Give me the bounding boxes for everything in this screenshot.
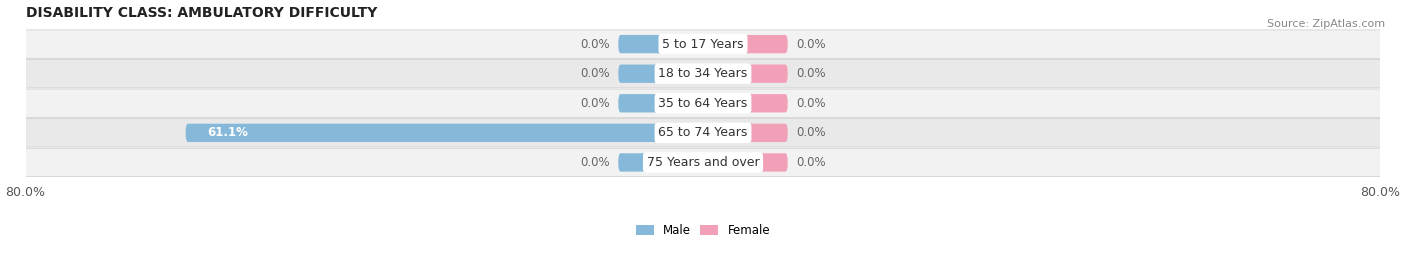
FancyBboxPatch shape [17, 148, 1389, 177]
FancyBboxPatch shape [703, 153, 787, 172]
Text: 0.0%: 0.0% [796, 38, 825, 51]
Text: 65 to 74 Years: 65 to 74 Years [658, 126, 748, 139]
FancyBboxPatch shape [17, 30, 1389, 58]
FancyBboxPatch shape [17, 119, 1389, 147]
FancyBboxPatch shape [17, 89, 1389, 117]
FancyBboxPatch shape [703, 35, 787, 53]
Text: 0.0%: 0.0% [581, 156, 610, 169]
Text: 0.0%: 0.0% [581, 67, 610, 80]
FancyBboxPatch shape [186, 124, 703, 142]
Text: 0.0%: 0.0% [796, 156, 825, 169]
FancyBboxPatch shape [619, 94, 703, 113]
Text: DISABILITY CLASS: AMBULATORY DIFFICULTY: DISABILITY CLASS: AMBULATORY DIFFICULTY [25, 6, 377, 20]
Text: 0.0%: 0.0% [581, 38, 610, 51]
Text: 0.0%: 0.0% [796, 126, 825, 139]
FancyBboxPatch shape [17, 59, 1389, 88]
Legend: Male, Female: Male, Female [631, 219, 775, 242]
Text: 18 to 34 Years: 18 to 34 Years [658, 67, 748, 80]
FancyBboxPatch shape [703, 94, 787, 113]
Text: 61.1%: 61.1% [207, 126, 247, 139]
Text: 75 Years and over: 75 Years and over [647, 156, 759, 169]
Text: 35 to 64 Years: 35 to 64 Years [658, 97, 748, 110]
FancyBboxPatch shape [619, 35, 703, 53]
Text: 0.0%: 0.0% [796, 67, 825, 80]
FancyBboxPatch shape [619, 153, 703, 172]
Text: 5 to 17 Years: 5 to 17 Years [662, 38, 744, 51]
Text: Source: ZipAtlas.com: Source: ZipAtlas.com [1267, 19, 1385, 29]
Text: 0.0%: 0.0% [581, 97, 610, 110]
Text: 0.0%: 0.0% [796, 97, 825, 110]
FancyBboxPatch shape [703, 124, 787, 142]
FancyBboxPatch shape [619, 65, 703, 83]
FancyBboxPatch shape [703, 65, 787, 83]
